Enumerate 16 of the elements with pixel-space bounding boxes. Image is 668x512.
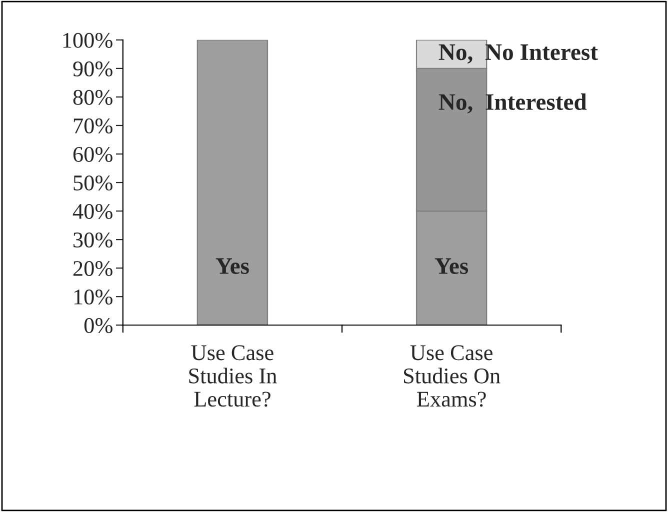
bar [196,40,268,326]
y-tick-label: 40% [72,204,112,220]
y-tick-label: 70% [74,118,112,134]
y-tick-label: 10% [74,290,112,305]
y-tick-label: 20% [73,261,112,276]
y-tick-label: 60% [73,146,112,162]
y-tick-label: 30% [74,232,112,248]
text: Yes [216,258,249,274]
x-tick-label: Use Case Studies On Exams? [404,345,500,407]
y-tick-label: 0% [84,318,112,334]
y-tick-label: 80% [73,90,112,105]
x-tick-label: Use Case Studies In Lecture? [189,345,277,407]
y-tick-label: 90% [73,61,112,76]
y-tick-label: 100% [63,32,112,48]
y-tick-label: 50% [74,175,112,191]
series-label: Yes [434,258,468,274]
